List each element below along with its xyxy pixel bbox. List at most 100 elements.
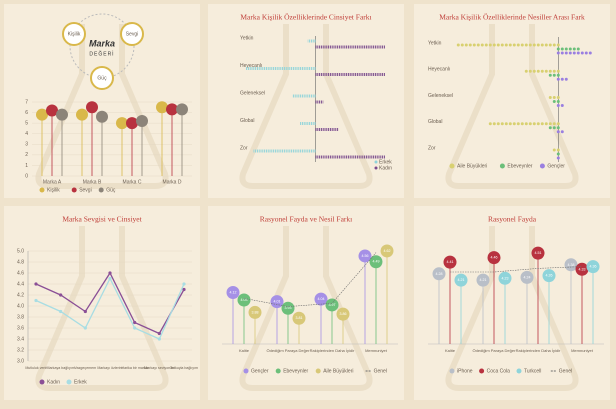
category-label: Zor <box>428 145 436 151</box>
legend-label: Genel <box>374 368 387 374</box>
value-label: 4.33 <box>579 267 586 271</box>
bubble <box>542 269 556 283</box>
legend-label: Erkek <box>74 379 87 385</box>
bubble <box>281 301 295 315</box>
node-label: Sevgi <box>126 31 139 37</box>
panel: Rasyonel Fayda Kalite Ödediğim Paraya Değe… <box>414 206 610 400</box>
bubble <box>498 271 512 285</box>
node-circle <box>62 22 86 46</box>
bubble <box>531 246 545 260</box>
bubble <box>369 255 383 269</box>
x-tick-label: Marka B <box>83 179 102 185</box>
bubble <box>487 251 501 265</box>
legend-swatch <box>98 187 104 193</box>
point <box>59 309 63 314</box>
value-label: 3.88 <box>252 310 259 314</box>
legend-swatch <box>449 163 455 169</box>
legend-label: Kadın <box>47 379 60 385</box>
legend-swatch <box>243 368 249 374</box>
legend-swatch <box>539 163 545 169</box>
category-label: Heyecanlı <box>240 63 262 69</box>
bubble <box>454 273 468 287</box>
value-label: 4.21 <box>480 278 487 282</box>
center-sub: DEĞERİ <box>89 50 114 57</box>
y-tick-label: 0 <box>25 173 28 179</box>
y-tick-label: 1 <box>25 163 28 169</box>
value-label: 4.36 <box>590 265 597 269</box>
lollipop-head <box>156 101 168 114</box>
y-tick-label: 3.4 <box>17 336 24 342</box>
bubble <box>564 258 578 272</box>
legend-swatch <box>71 187 77 193</box>
value-label: 4.46 <box>491 256 498 260</box>
node-circle <box>90 66 114 90</box>
value-label: 4.23 <box>502 276 509 280</box>
bubble <box>586 260 600 274</box>
legend-label: Coca Cola <box>487 368 511 374</box>
panel-bg <box>414 206 610 400</box>
legend-label: Ebeveynler <box>283 368 308 374</box>
legend-label: Aile Büyükleri <box>323 368 353 374</box>
lollipop-head <box>116 117 128 130</box>
legend-label: Gençler <box>547 163 565 169</box>
category-label: Geleneksel <box>240 90 265 96</box>
value-label: 4.26 <box>546 274 553 278</box>
y-tick-label: 4 <box>25 131 28 137</box>
legend-swatch <box>374 160 378 164</box>
x-tick-label: Kalite <box>445 348 456 353</box>
lollipop-head <box>96 110 108 123</box>
value-label: 3.86 <box>340 312 347 316</box>
point <box>34 282 38 286</box>
legend-label: Ebeveynler <box>507 163 532 169</box>
node-label: Güç <box>97 75 107 81</box>
lollipop-head <box>126 117 138 130</box>
panel-bg <box>4 206 200 400</box>
y-tick-label: 3.6 <box>17 325 24 331</box>
flask-decoration <box>445 24 579 189</box>
category-label: Heyecanlı <box>428 67 450 73</box>
bubble <box>325 298 339 312</box>
legend-label: Aile Büyükleri <box>457 163 487 169</box>
legend-swatch <box>479 368 485 374</box>
flask-decoration <box>35 226 169 391</box>
category-label: Yetkin <box>240 35 254 41</box>
y-tick-label: 4.2 <box>17 292 24 298</box>
y-tick-label: 5 <box>25 120 28 126</box>
bubble <box>270 295 284 309</box>
x-tick-label: Mutluluk verir <box>25 366 47 370</box>
panel: Rasyonel Fayda ve Nesil Farkı Kalite Ödedi… <box>208 206 404 400</box>
bubble <box>575 262 589 276</box>
bubble <box>292 311 306 325</box>
panel: Marka Sevgisi ve Cinsiyet 3.0 3.2 3.4 3.6 3.8… <box>4 206 200 400</box>
bubble <box>358 249 372 263</box>
panel: Marka Kişilik Özelliklerinde Nesiller Ar… <box>414 4 610 198</box>
x-tick-label: Markaya bağlıyım <box>46 366 74 370</box>
category-label: Global <box>240 118 254 124</box>
chart-title: Marka Kişilik Özelliklerinde Nesiller Ar… <box>439 13 585 22</box>
x-tick-label: Harika bir marka <box>121 366 147 370</box>
flask-decoration <box>239 226 373 391</box>
point <box>34 298 38 303</box>
value-label: 4.21 <box>458 278 465 282</box>
x-tick-label: Vazgeçemem <box>74 366 96 370</box>
legend-swatch <box>66 379 72 385</box>
legend-label: Kadın <box>379 165 392 171</box>
panel: Kişilik Sevgi Güç Marka DEĞERİ 0 1 2 3 4 5 6 7 Marka … <box>4 4 200 198</box>
value-label: 4.12 <box>230 290 237 294</box>
value-label: 3.81 <box>296 316 303 320</box>
value-label: 4.56 <box>362 254 369 258</box>
y-tick-label: 4.0 <box>17 303 24 309</box>
x-tick-label: Ödediğim Paraya Değer <box>473 348 517 353</box>
bubble <box>380 244 394 258</box>
x-tick-label: Marka D <box>163 179 182 185</box>
point <box>59 293 63 297</box>
bubble <box>226 285 240 299</box>
x-tick-label: Rakiplerinden Daha İyidir <box>516 348 561 353</box>
legend-label: Sevgi <box>79 187 92 193</box>
legend-swatch <box>374 166 378 170</box>
value-label: 4.24 <box>524 275 531 279</box>
lollipop-head <box>56 108 68 121</box>
legend-label: Güç <box>106 187 116 193</box>
legend-label: Erkek <box>379 159 392 165</box>
